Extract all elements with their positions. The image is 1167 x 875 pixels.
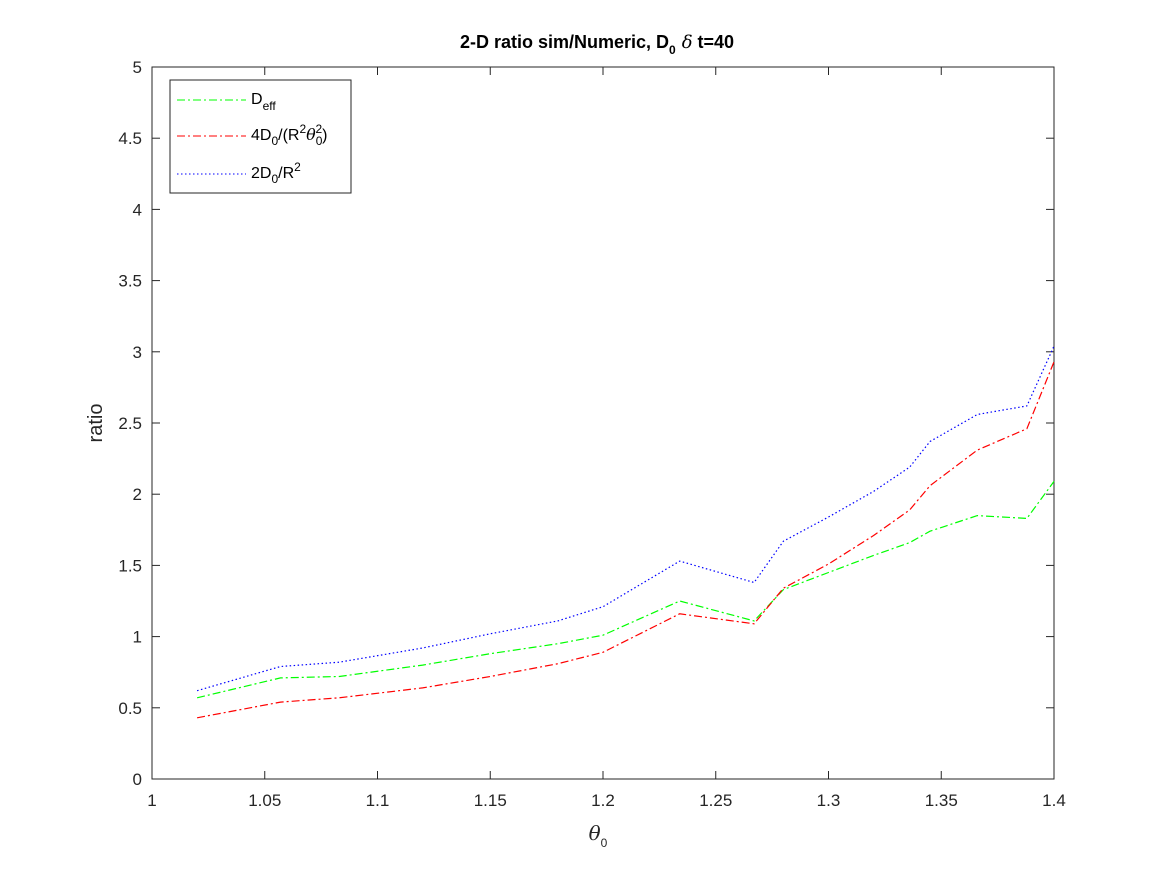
x-axis: 1 1.05 1.1 1.15 1.2 1.25 1.3 1.35 1.4 [147, 67, 1066, 810]
y-tick-label: 5 [133, 58, 142, 77]
series-line-0 [196, 481, 1055, 699]
chart-title: 2-D ratio sim/Numeric, D0 δ t=40 [460, 32, 734, 57]
x-tick-label: 1.05 [248, 791, 281, 810]
x-tick-label: 1.4 [1042, 791, 1066, 810]
legend-label-2d0: 2D0/R2 [251, 160, 301, 186]
x-tick-label: 1.1 [366, 791, 390, 810]
y-tick-label: 2 [133, 485, 142, 504]
y-tick-label: 0.5 [118, 699, 142, 718]
x-axis-label: θ0 [589, 821, 608, 850]
legend-label-4d0: 4D0/(R2θ02) [251, 122, 328, 148]
y-tick-label: 2.5 [118, 414, 142, 433]
y-tick-label: 0 [133, 770, 142, 789]
legend-label-deff: Deff [251, 91, 276, 113]
y-tick-label: 1 [133, 628, 142, 647]
x-tick-label: 1 [147, 791, 156, 810]
y-tick-label: 3 [133, 343, 142, 362]
x-tick-label: 1.25 [699, 791, 732, 810]
x-tick-label: 1.2 [591, 791, 615, 810]
y-tick-label: 3.5 [118, 272, 142, 291]
y-tick-label: 4.5 [118, 129, 142, 148]
series-line-1 [196, 361, 1055, 719]
y-tick-label: 4 [133, 200, 142, 219]
y-tick-label: 1.5 [118, 556, 142, 575]
x-tick-label: 1.15 [474, 791, 507, 810]
legend: Deff 4D0/(R2θ02) 2D0/R2 [169, 79, 352, 194]
y-axis: 0 0.5 1 1.5 2 2.5 3 3.5 4 4.5 5 [118, 58, 1054, 789]
x-tick-label: 1.35 [925, 791, 958, 810]
x-tick-label: 1.3 [817, 791, 841, 810]
y-axis-label: ratio [85, 404, 107, 443]
series-lines [196, 345, 1055, 719]
